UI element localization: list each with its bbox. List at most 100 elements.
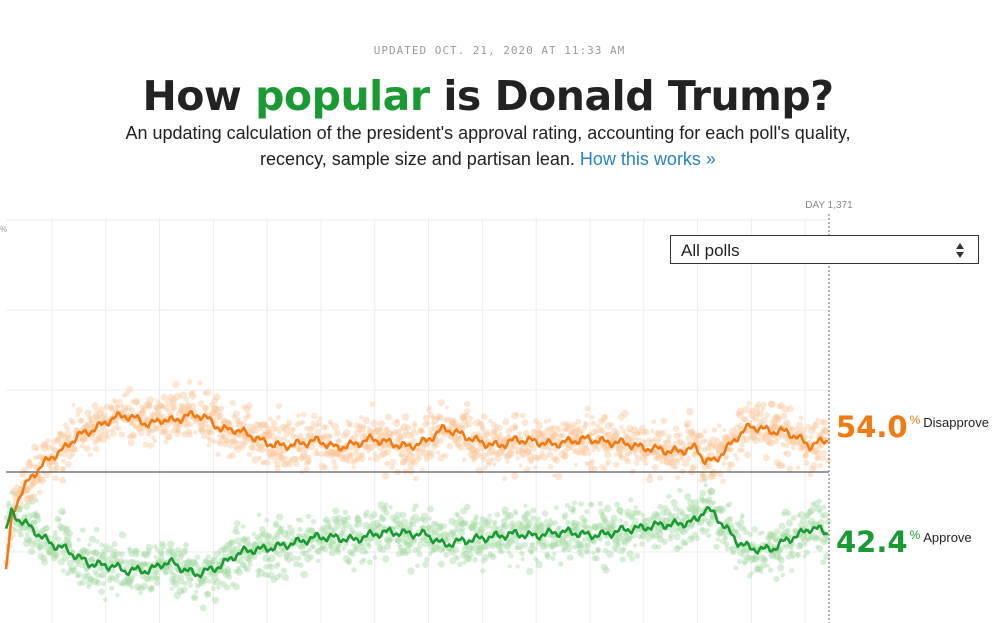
poll-dot-disapprove <box>267 429 272 435</box>
poll-dot-disapprove <box>324 451 330 457</box>
poll-dot-approve <box>95 539 100 544</box>
poll-dot-disapprove <box>323 424 330 430</box>
poll-dot-disapprove <box>75 406 83 414</box>
poll-dot-approve <box>585 542 592 549</box>
poll-dot-approve <box>237 558 244 565</box>
poll-dot-disapprove <box>98 414 104 420</box>
poll-dot-disapprove <box>436 450 441 455</box>
poll-dot-disapprove <box>657 475 664 481</box>
poll-dot-disapprove <box>121 393 127 398</box>
poll-dot-approve <box>132 572 138 578</box>
poll-dot-approve <box>705 528 711 533</box>
poll-dot-disapprove <box>608 421 614 428</box>
poll-dot-disapprove <box>359 414 364 420</box>
poll-dot-approve <box>204 590 212 598</box>
poll-dot-disapprove <box>152 423 157 428</box>
poll-dot-approve <box>307 554 314 561</box>
poll-dot-approve <box>345 515 351 521</box>
poll-dot-disapprove <box>266 429 271 435</box>
poll-dot-disapprove <box>193 420 198 425</box>
poll-dot-disapprove <box>43 472 51 479</box>
poll-dot-disapprove <box>243 415 249 421</box>
poll-dot-disapprove <box>64 434 73 442</box>
poll-dot-disapprove <box>252 425 257 431</box>
poll-dot-approve <box>341 546 347 551</box>
poll-dot-approve <box>197 582 203 588</box>
poll-dot-disapprove <box>260 443 265 449</box>
poll-dot-disapprove <box>60 450 68 458</box>
poll-dot-approve <box>727 516 733 522</box>
poll-dot-disapprove <box>241 404 248 410</box>
poll-dot-approve <box>267 562 273 568</box>
poll-dot-disapprove <box>206 442 212 448</box>
poll-dot-disapprove <box>333 429 341 437</box>
poll-dot-disapprove <box>218 405 224 411</box>
poll-dot-approve <box>217 567 223 574</box>
poll-dot-disapprove <box>682 442 687 447</box>
poll-dot-approve <box>279 525 285 531</box>
poll-dot-disapprove <box>389 458 397 466</box>
poll-dot-approve <box>194 583 201 589</box>
poll-dot-disapprove <box>590 420 596 427</box>
poll-dot-approve <box>604 540 611 547</box>
poll-dot-disapprove <box>354 456 361 462</box>
poll-dot-approve <box>679 545 684 550</box>
poll-dot-approve <box>106 577 113 584</box>
poll-dot-approve <box>311 518 317 525</box>
poll-dot-approve <box>273 520 280 527</box>
poll-dot-disapprove <box>217 432 225 440</box>
poll-dot-approve <box>614 501 621 508</box>
poll-dot-approve <box>351 567 357 573</box>
poll-dot-approve <box>290 555 297 562</box>
poll-dot-approve <box>23 526 28 531</box>
poll-dot-disapprove <box>265 432 273 440</box>
poll-dot-disapprove <box>161 404 166 409</box>
poll-dot-disapprove <box>130 399 136 405</box>
poll-dot-disapprove <box>211 409 217 415</box>
poll-dot-disapprove <box>281 425 290 433</box>
poll-dot-approve <box>661 538 668 546</box>
poll-dot-approve <box>257 550 263 555</box>
poll-dot-approve <box>494 511 501 518</box>
poll-dot-approve <box>335 549 342 556</box>
poll-dot-disapprove <box>502 476 508 482</box>
poll-dot-disapprove <box>690 464 697 471</box>
poll-dot-approve <box>726 501 733 508</box>
how-this-works-link[interactable]: How this works » <box>579 149 716 169</box>
poll-dot-approve <box>326 519 331 524</box>
poll-dot-disapprove <box>262 432 269 438</box>
poll-dot-approve <box>347 548 354 555</box>
poll-dot-disapprove <box>367 457 372 461</box>
poll-dot-disapprove <box>108 404 114 410</box>
poll-dot-approve <box>187 582 193 588</box>
poll-dot-approve <box>316 539 323 546</box>
poll-dot-disapprove <box>285 423 292 429</box>
poll-dot-approve <box>502 522 510 530</box>
poll-dot-approve <box>132 550 140 558</box>
poll-dot-approve <box>169 548 177 556</box>
poll-dot-disapprove <box>80 436 86 443</box>
poll-dot-disapprove <box>412 421 417 426</box>
poll-dot-disapprove <box>34 478 41 485</box>
poll-dot-disapprove <box>259 421 266 429</box>
poll-dot-disapprove <box>314 428 321 435</box>
poll-dot-disapprove <box>79 443 85 449</box>
poll-dot-disapprove <box>160 393 168 401</box>
poll-dot-disapprove <box>286 419 293 426</box>
poll-filter-select[interactable]: All polls <box>670 235 979 264</box>
poll-dot-disapprove <box>153 405 158 410</box>
poll-dot-disapprove <box>283 459 291 467</box>
poll-dot-approve <box>723 541 730 547</box>
page-title: How popular is Donald Trump? <box>0 70 976 122</box>
poll-dot-disapprove <box>199 427 207 435</box>
poll-dot-disapprove <box>18 505 23 510</box>
poll-dot-approve <box>735 532 742 539</box>
poll-dot-disapprove <box>272 457 279 464</box>
poll-dot-approve <box>33 512 40 519</box>
poll-dot-disapprove <box>229 452 237 459</box>
poll-dot-approve <box>232 545 241 554</box>
poll-dot-disapprove <box>25 488 30 494</box>
poll-dot-disapprove <box>163 439 169 445</box>
poll-dot-disapprove <box>283 430 291 437</box>
poll-dot-disapprove <box>530 446 537 452</box>
